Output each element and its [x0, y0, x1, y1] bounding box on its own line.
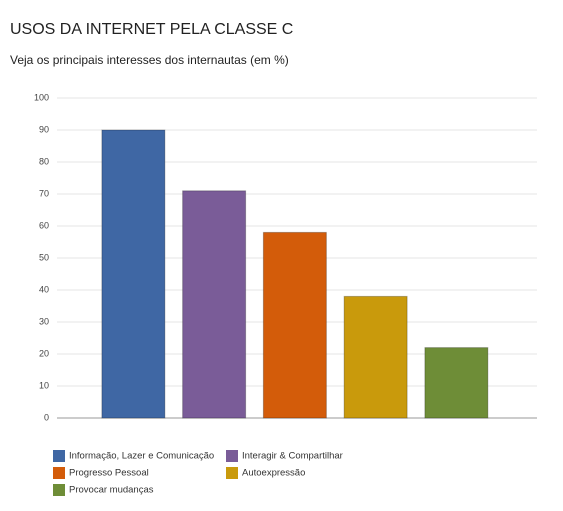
- y-tick-label: 80: [39, 156, 49, 166]
- legend-label: Interagir & Compartilhar: [242, 451, 343, 462]
- y-tick-label: 10: [39, 380, 49, 390]
- legend-swatch: [53, 484, 65, 496]
- bar: [424, 347, 489, 419]
- legend-swatch: [53, 450, 65, 462]
- y-tick-label: 70: [39, 188, 49, 198]
- legend-label: Provocar mudanças: [69, 485, 154, 496]
- legend-swatch: [226, 467, 238, 479]
- legend-swatch: [53, 467, 65, 479]
- y-tick-label: 40: [39, 284, 49, 294]
- legend-label: Autoexpressão: [242, 468, 305, 479]
- y-tick-label: 50: [39, 252, 49, 262]
- y-tick-label: 100: [34, 92, 49, 102]
- bar: [343, 295, 408, 419]
- bar: [182, 190, 247, 419]
- y-tick-label: 30: [39, 316, 49, 326]
- chart-title: USOS DA INTERNET PELA CLASSE C: [10, 21, 293, 38]
- legend-label: Informação, Lazer e Comunicação: [69, 451, 214, 462]
- bar: [101, 129, 166, 419]
- chart-subtitle: Veja os principais interesses dos intern…: [10, 53, 289, 67]
- y-tick-label: 90: [39, 124, 49, 134]
- legend-swatch: [226, 450, 238, 462]
- y-tick-label: 60: [39, 220, 49, 230]
- y-tick-label: 0: [44, 412, 49, 422]
- bar: [262, 231, 327, 419]
- legend-label: Progresso Pessoal: [69, 468, 149, 479]
- y-tick-label: 20: [39, 348, 49, 358]
